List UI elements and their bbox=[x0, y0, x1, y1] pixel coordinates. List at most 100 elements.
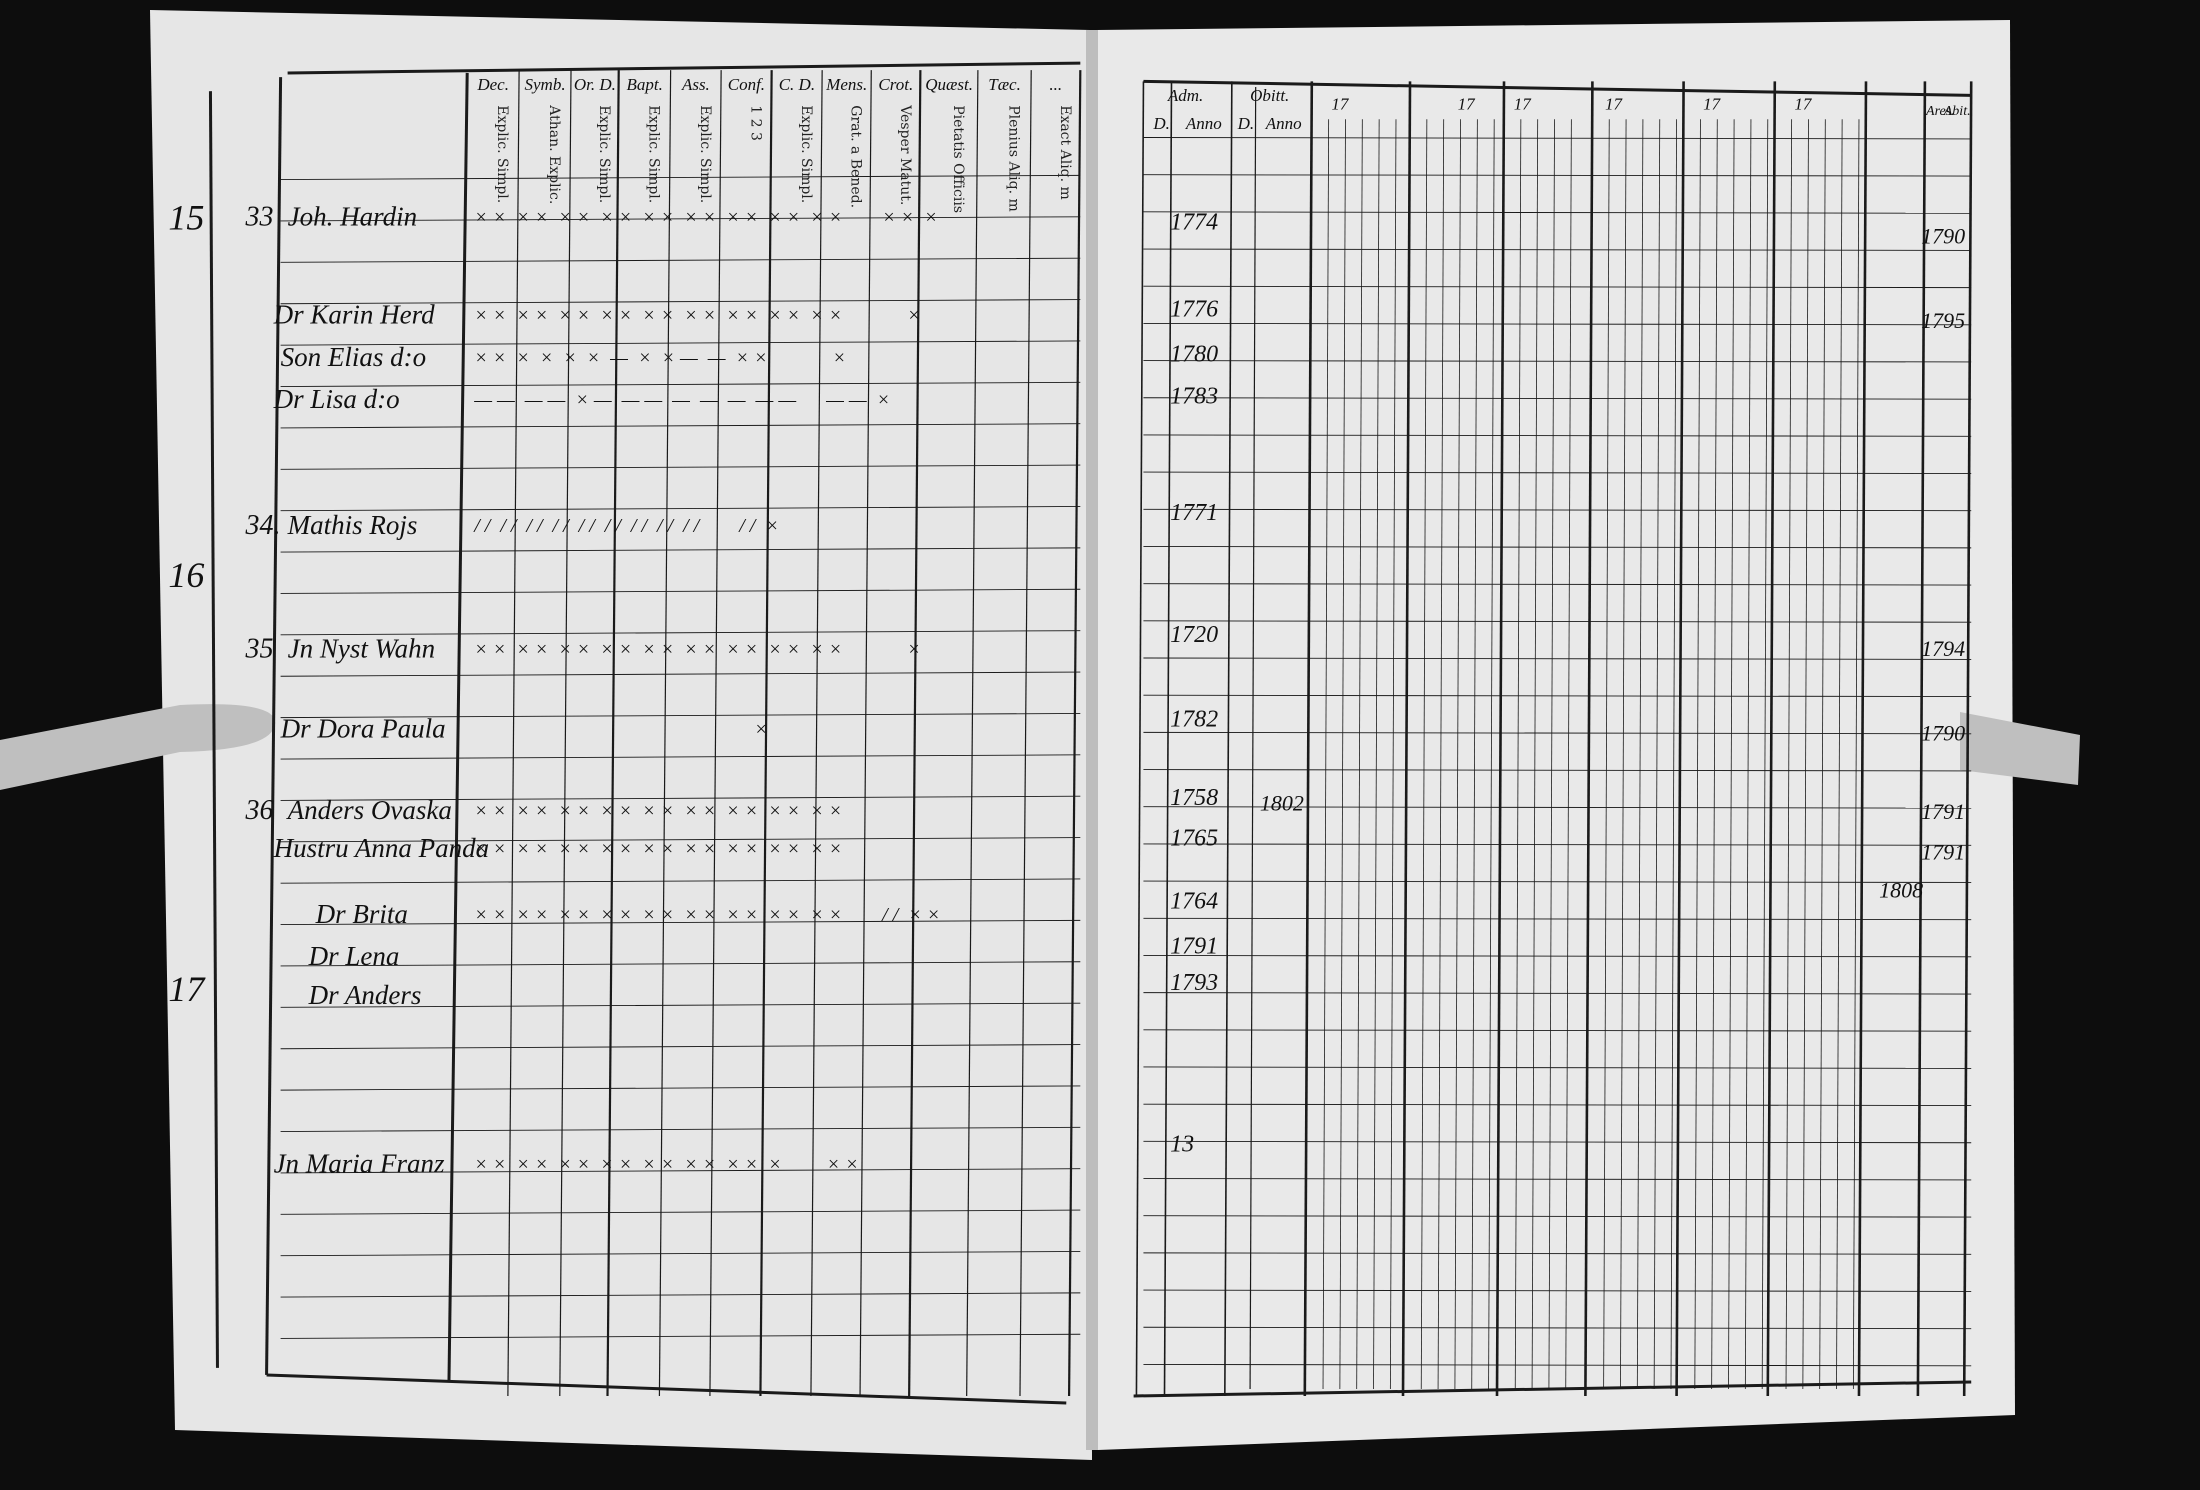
entry-marks: × × × × × × × × × × × × × × × × × × / / … bbox=[474, 904, 940, 926]
column-title: D. bbox=[1152, 114, 1170, 133]
rule bbox=[1143, 843, 1972, 846]
rule bbox=[280, 795, 1081, 801]
rule bbox=[1143, 1029, 1972, 1032]
admission-year: 1782 bbox=[1170, 706, 1218, 732]
entry-name: Son Elias d:o bbox=[281, 342, 427, 372]
spine bbox=[1086, 30, 1098, 1450]
rule bbox=[1603, 119, 1610, 1389]
rule bbox=[1143, 583, 1972, 586]
rule bbox=[1694, 119, 1701, 1389]
rule bbox=[1711, 119, 1718, 1389]
column-title: Anno bbox=[1185, 114, 1222, 133]
rule bbox=[1675, 81, 1685, 1396]
entry-name: Mathis Rojs bbox=[287, 510, 418, 540]
column-title: Crot. bbox=[878, 75, 913, 94]
rule bbox=[1143, 880, 1972, 883]
column-title: 17 bbox=[1794, 94, 1813, 113]
entry-marks: × × × × × × × × × × × × × × × × × × × bbox=[474, 639, 920, 661]
entry-name: Jn Maria Franz bbox=[274, 1148, 445, 1178]
rule bbox=[280, 1085, 1081, 1091]
column-subtitle: Vesper Matut. bbox=[897, 104, 913, 205]
rule bbox=[1488, 119, 1495, 1389]
entry-number: 33 bbox=[245, 201, 274, 232]
column-subtitle: Grat. a Bened. bbox=[848, 105, 864, 208]
rule bbox=[859, 70, 872, 1396]
column-title: 17 bbox=[1514, 94, 1533, 113]
column-subtitle: Pietatis Officiis bbox=[950, 105, 966, 213]
rule bbox=[1224, 81, 1233, 1396]
rule bbox=[1143, 508, 1972, 512]
rule bbox=[280, 174, 1081, 181]
rule bbox=[1143, 769, 1972, 772]
rule bbox=[1143, 322, 1972, 326]
column-title: D. bbox=[1237, 114, 1255, 133]
death-year: 1802 bbox=[1260, 791, 1304, 816]
departure-year: 1795 bbox=[1921, 308, 1965, 333]
rule bbox=[280, 837, 1081, 843]
margin-number: 17 bbox=[168, 969, 206, 1009]
rule bbox=[1143, 248, 1972, 251]
rule bbox=[1143, 694, 1972, 698]
entry-marks: × × × × × × × × × × × × × × × × × × bbox=[474, 838, 842, 860]
entry-name: Dr Lisa d:o bbox=[273, 384, 400, 414]
admission-year: 1764 bbox=[1170, 889, 1218, 915]
rule bbox=[810, 70, 823, 1396]
rule bbox=[1143, 211, 1972, 214]
entry-marks: × bbox=[474, 719, 768, 741]
admission-year: 1793 bbox=[1170, 970, 1218, 996]
rule bbox=[559, 70, 572, 1396]
rule bbox=[1143, 1215, 1972, 1218]
content: Dec. Explic. Simpl. Symb. Athan. Explic. Or.… bbox=[168, 75, 1970, 1179]
rule bbox=[208, 91, 219, 1368]
rule bbox=[1373, 119, 1380, 1389]
rule bbox=[1143, 285, 1972, 289]
rule bbox=[280, 1251, 1081, 1257]
rule bbox=[1584, 81, 1594, 1396]
left-sheet bbox=[150, 10, 1092, 1460]
column-title: Obitt. bbox=[1250, 86, 1289, 105]
rule bbox=[1143, 397, 1972, 400]
rule bbox=[1620, 119, 1627, 1389]
rule bbox=[280, 340, 1081, 346]
rule bbox=[1143, 1363, 1972, 1367]
rule bbox=[280, 630, 1081, 636]
rule bbox=[447, 72, 469, 1382]
rule bbox=[1437, 119, 1445, 1389]
column-subtitle: 1 2 3 bbox=[747, 105, 763, 141]
entry-name: Dr Lena bbox=[308, 941, 400, 971]
rule bbox=[280, 919, 1081, 926]
tab-right bbox=[1960, 712, 2080, 785]
column-title: Conf. bbox=[728, 75, 765, 94]
admission-year: 1771 bbox=[1170, 500, 1218, 526]
rule bbox=[280, 464, 1081, 470]
grid bbox=[208, 61, 1973, 1405]
rule bbox=[1303, 81, 1314, 1396]
rule bbox=[507, 70, 520, 1396]
rule bbox=[1670, 119, 1677, 1389]
rule bbox=[606, 70, 620, 1396]
rule bbox=[265, 77, 283, 1375]
margin-number: 16 bbox=[168, 555, 204, 595]
column-subtitle: Explic. Simpl. bbox=[697, 105, 713, 203]
rule bbox=[1143, 360, 1972, 363]
rule bbox=[759, 70, 773, 1396]
column-title: ... bbox=[1049, 75, 1062, 94]
rule bbox=[280, 671, 1081, 677]
column-subtitle: Explic. Simpl. bbox=[494, 105, 510, 203]
entry-number: 34. bbox=[245, 510, 281, 541]
tab-left bbox=[0, 704, 276, 790]
rule bbox=[1836, 119, 1843, 1389]
column-title: Mens. bbox=[825, 75, 867, 94]
rule bbox=[1143, 1140, 1972, 1144]
rule bbox=[1852, 119, 1860, 1389]
rule bbox=[280, 1168, 1081, 1174]
entry-marks: × × × × × × × × × × × × × × × × × × × bbox=[474, 305, 920, 327]
rule bbox=[280, 961, 1081, 967]
rule bbox=[1744, 119, 1752, 1389]
rule bbox=[908, 70, 922, 1396]
column-title: Dec. bbox=[476, 75, 509, 94]
rule bbox=[1143, 657, 1972, 660]
column-title: Anno bbox=[1265, 114, 1302, 133]
rule bbox=[1143, 546, 1972, 549]
